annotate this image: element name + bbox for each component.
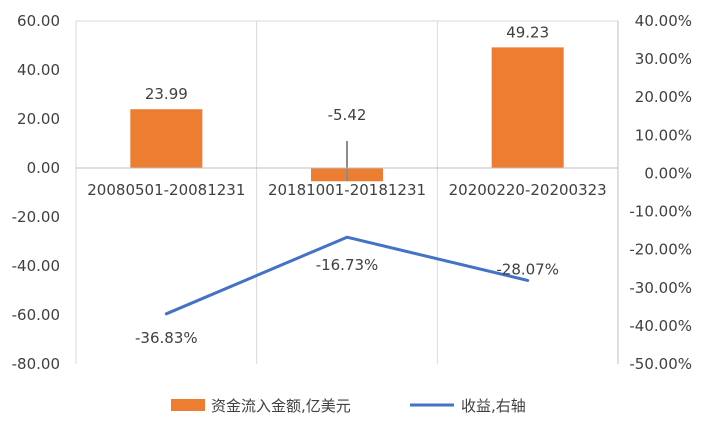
- right-tick-label: 30.00%: [635, 50, 692, 68]
- left-tick-label: -40.00: [12, 257, 60, 275]
- bar-data-labels: 23.99 -5.42 49.23: [145, 23, 549, 124]
- left-tick-label: 0.00: [27, 159, 60, 177]
- left-tick-label: 40.00: [17, 61, 60, 79]
- bar-data-label: -5.42: [328, 106, 367, 124]
- legend-label-line: 收益,右轴: [461, 397, 526, 415]
- line-series: [164, 235, 530, 316]
- line-data-label: -28.07%: [496, 260, 559, 278]
- bar-data-label: 23.99: [145, 85, 188, 103]
- line-data-label: -16.73%: [316, 256, 379, 274]
- left-tick-label: 60.00: [17, 12, 60, 30]
- left-axis-tick-labels: 60.00 40.00 20.00 0.00 -20.00 -40.00 -60.00 -80…: [12, 12, 60, 373]
- right-tick-label: 0.00%: [644, 164, 692, 182]
- category-label: 20080501-20081231: [87, 181, 245, 199]
- right-tick-label: -50.00%: [629, 355, 692, 373]
- left-tick-label: -80.00: [12, 355, 60, 373]
- right-tick-label: -30.00%: [629, 279, 692, 297]
- right-tick-label: 20.00%: [635, 88, 692, 106]
- line-data-labels: -36.83% -16.73% -28.07%: [135, 256, 559, 347]
- category-labels: 20080501-20081231 20181001-20181231 202002…: [87, 181, 606, 199]
- axes: [76, 21, 619, 364]
- right-axis-tick-labels: 40.00% 30.00% 20.00% 10.00% 0.00% -10.00% -20.…: [629, 12, 692, 373]
- right-tick-label: -20.00%: [629, 241, 692, 259]
- left-tick-label: 20.00: [17, 110, 60, 128]
- bar-series: [130, 47, 564, 182]
- bar: [491, 47, 564, 168]
- bar: [130, 109, 203, 168]
- category-label: 20181001-20181231: [268, 181, 426, 199]
- category-label: 20200220-20200323: [449, 181, 607, 199]
- line-data-label: -36.83%: [135, 329, 198, 347]
- right-tick-label: 40.00%: [635, 12, 692, 30]
- right-tick-label: 10.00%: [635, 126, 692, 144]
- legend-label-bar: 资金流入金额,亿美元: [211, 397, 351, 415]
- right-tick-label: -10.00%: [629, 203, 692, 221]
- legend-swatch-bar: [171, 399, 205, 411]
- bar-data-label: 49.23: [506, 23, 549, 41]
- right-tick-label: -40.00%: [629, 317, 692, 335]
- line-path: [164, 235, 530, 316]
- left-tick-label: -20.00: [12, 208, 60, 226]
- left-tick-label: -60.00: [12, 306, 60, 324]
- legend: 资金流入金额,亿美元 收益,右轴: [171, 397, 526, 415]
